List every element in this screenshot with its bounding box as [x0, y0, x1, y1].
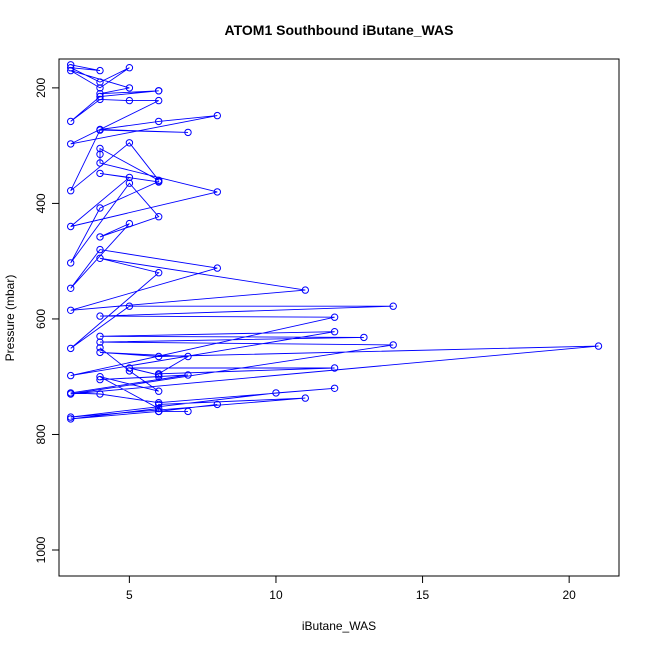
data-point [96, 233, 104, 241]
x-tick-label: 15 [416, 588, 430, 602]
data-point [125, 364, 134, 372]
data-point [184, 371, 192, 379]
data-point [96, 204, 104, 212]
data-point [184, 352, 192, 361]
data-point [213, 111, 222, 120]
data-point [155, 400, 163, 409]
data-point [301, 286, 309, 294]
data-point [330, 313, 339, 321]
y-axis: 200 400 600 800 1000 [34, 78, 60, 563]
data-point [67, 61, 75, 69]
data-point [213, 188, 222, 196]
data-point [125, 84, 134, 92]
data-point [330, 384, 339, 392]
data-point [67, 259, 75, 267]
y-axis-label: Pressure (mbar) [3, 275, 17, 362]
data-point [155, 407, 163, 416]
x-tick-label: 5 [126, 588, 133, 602]
x-tick-label: 10 [269, 588, 283, 602]
data-point [330, 328, 339, 336]
data-point [155, 404, 163, 413]
data-point [96, 169, 104, 178]
data-point [96, 332, 104, 340]
data-point [330, 364, 339, 372]
data-point [67, 306, 75, 314]
data-point [125, 367, 134, 375]
data-point [96, 66, 104, 75]
data-point [96, 348, 104, 357]
data-point [67, 344, 75, 353]
data-point [155, 87, 163, 95]
y-tick-label: 400 [34, 193, 48, 213]
data-point [389, 302, 397, 310]
data-point [125, 139, 134, 147]
data-point [125, 179, 134, 187]
data-point [67, 222, 75, 231]
data-point [96, 84, 104, 92]
data-point [389, 341, 397, 349]
data-point [125, 96, 134, 105]
data-point [96, 92, 104, 101]
data-point [67, 117, 75, 126]
y-tick-label: 600 [34, 309, 48, 329]
data-point [213, 400, 222, 409]
data-point [125, 64, 134, 72]
data-point [155, 96, 163, 105]
y-tick-label: 800 [34, 424, 48, 444]
chart-title: ATOM1 Southbound iButane_WAS [225, 22, 454, 38]
data-point [67, 66, 75, 75]
data-point [96, 312, 104, 320]
data-point [96, 373, 104, 381]
data-point [155, 352, 163, 361]
data-point [96, 78, 104, 86]
data-point [96, 150, 104, 159]
data-point [155, 177, 163, 186]
data-point [360, 333, 368, 342]
data-point [125, 173, 134, 182]
data-point [67, 415, 75, 423]
data-point [96, 254, 104, 262]
data-point [96, 90, 104, 98]
data-point [125, 219, 134, 228]
data-point [155, 213, 163, 221]
y-tick-label: 200 [34, 78, 48, 98]
series-line [70, 64, 599, 420]
data-point [184, 128, 192, 137]
data-point [272, 389, 280, 397]
data-layer [67, 61, 603, 423]
data-point [155, 117, 163, 126]
data-point [96, 375, 104, 384]
data-point [67, 284, 75, 292]
data-point [67, 389, 75, 397]
data-point [96, 390, 104, 398]
data-point [67, 64, 75, 72]
data-point [125, 302, 134, 310]
data-point [155, 269, 163, 277]
x-tick-label: 20 [562, 588, 576, 602]
data-point [184, 407, 192, 416]
x-axis: 5 10 15 20 [126, 575, 576, 602]
data-point [301, 394, 309, 402]
y-tick-label: 1000 [34, 536, 48, 563]
data-point [96, 95, 104, 104]
data-point [96, 126, 104, 134]
data-point [155, 387, 163, 395]
data-point [67, 140, 75, 148]
data-point [594, 342, 603, 350]
data-point [155, 373, 163, 381]
data-point [96, 338, 104, 346]
data-point [96, 144, 104, 153]
data-point [96, 344, 104, 352]
data-point [67, 187, 75, 195]
data-point [67, 371, 75, 380]
data-point [213, 264, 222, 272]
data-point [96, 245, 104, 254]
x-axis-label: iButane_WAS [302, 619, 376, 633]
data-point [96, 159, 104, 167]
